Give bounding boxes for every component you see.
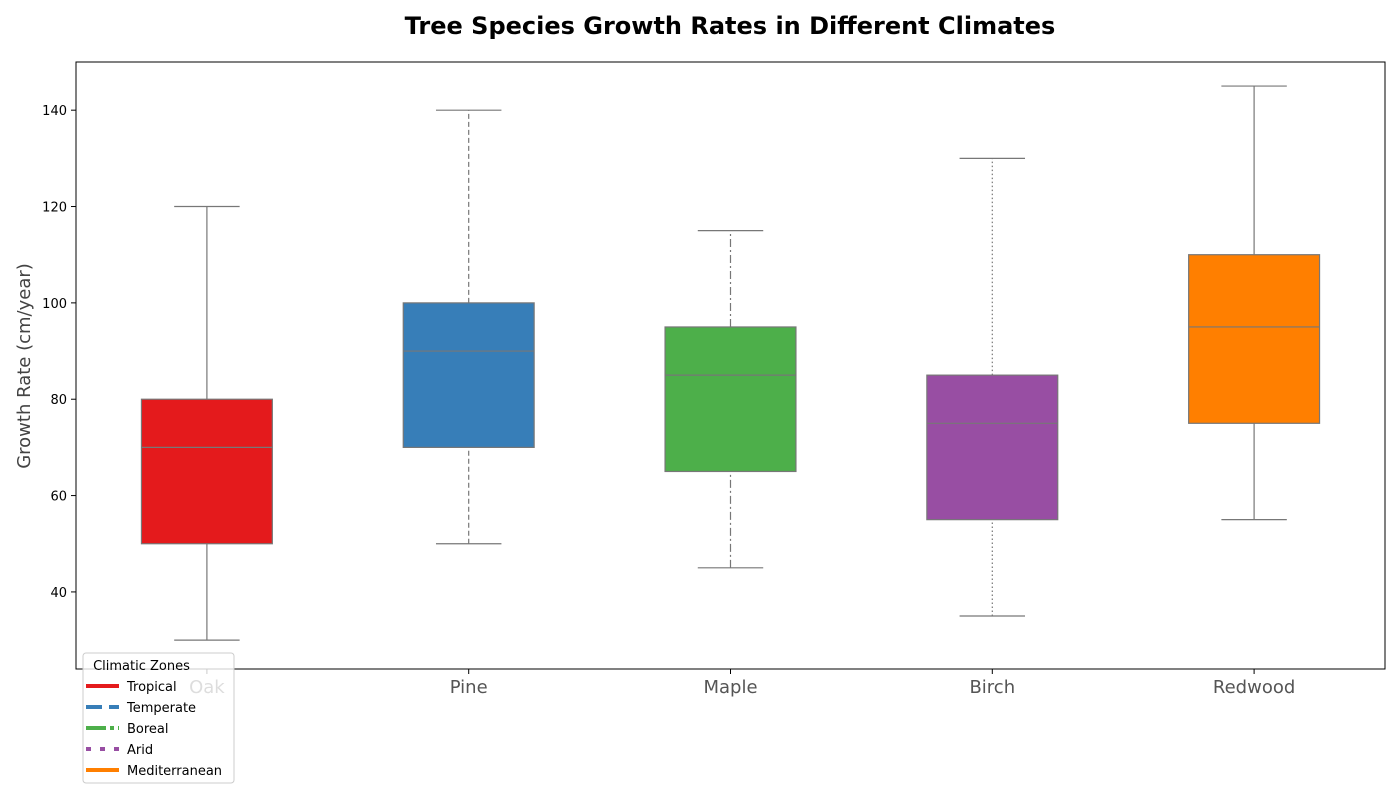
legend-label: Mediterranean xyxy=(127,764,222,779)
legend-label: Boreal xyxy=(127,722,169,737)
box-redwood xyxy=(1188,254,1321,424)
legend-label: Temperate xyxy=(126,701,196,716)
y-tick-label: 60 xyxy=(50,490,67,505)
y-tick-label: 120 xyxy=(42,201,67,216)
x-tick-label: Pine xyxy=(450,677,488,698)
y-tick-label: 140 xyxy=(42,104,67,119)
y-tick-label: 80 xyxy=(50,393,67,408)
box-oak xyxy=(140,398,273,545)
legend-label: Arid xyxy=(127,743,153,758)
box-pine xyxy=(402,302,535,448)
y-tick-label: 100 xyxy=(42,297,67,312)
chart-title: Tree Species Growth Rates in Different C… xyxy=(405,12,1056,40)
box-maple xyxy=(664,326,797,473)
y-tick-label: 40 xyxy=(50,586,67,601)
legend-label: Tropical xyxy=(126,680,177,695)
legend-title: Climatic Zones xyxy=(93,659,190,674)
legend-frame xyxy=(82,652,235,784)
plot-frame xyxy=(75,61,1386,670)
x-tick-label: Maple xyxy=(703,677,757,698)
x-tick-label: Birch xyxy=(969,677,1015,698)
legend: Climatic Zones Tropical Temperate Boreal Ari… xyxy=(82,652,235,784)
y-axis-label: Growth Rate (cm/year) xyxy=(14,263,35,469)
plot-area: 406080100120140OakPineMapleBirchRedwood xyxy=(42,85,1321,698)
box-birch xyxy=(926,374,1059,521)
x-tick-label: Redwood xyxy=(1213,677,1295,698)
